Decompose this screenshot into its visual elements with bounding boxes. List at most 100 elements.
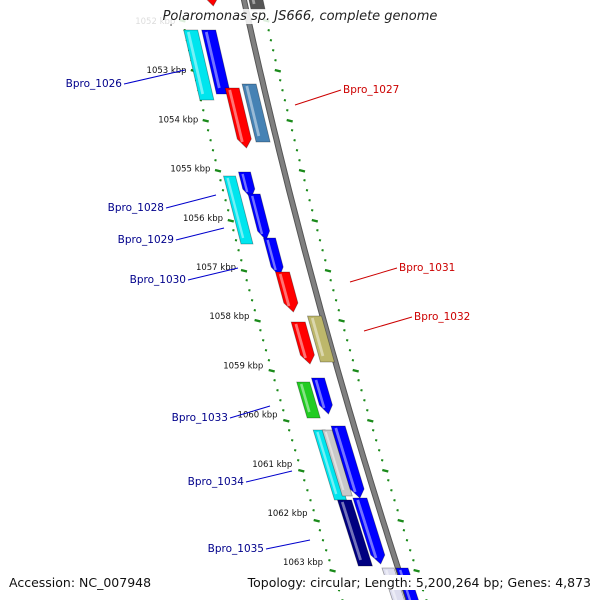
gene-label-bpro-1031[interactable]: Bpro_1031 (399, 262, 455, 274)
inner-ring-tick (240, 268, 248, 273)
outer-ring-tick (293, 139, 296, 142)
outer-ring-tick (298, 168, 306, 173)
gene-label-bpro-1026[interactable]: Bpro_1026 (66, 78, 123, 90)
gene-bpro-1034-grey[interactable] (321, 429, 353, 497)
gene-bpro-1035[interactable] (352, 497, 386, 565)
outer-ring-tick (310, 209, 314, 212)
gene-bpro-1030[interactable] (262, 237, 284, 277)
gene-bpro-1031[interactable] (274, 271, 299, 313)
inner-ring-tick (296, 459, 300, 462)
gene-bpro-1032[interactable] (306, 315, 335, 363)
outer-ring-tick (345, 339, 349, 342)
inner-ring-tick (290, 439, 294, 442)
inner-ring-tick (245, 279, 248, 282)
gene-label-bpro-1033[interactable]: Bpro_1033 (172, 412, 228, 424)
outer-ring-tick (286, 109, 289, 112)
inner-ring-tick (264, 349, 268, 352)
gene-bpro-1034-grey-shine (324, 431, 345, 491)
gene-bpro-1035-navy[interactable] (336, 499, 373, 567)
outer-ring-tick (316, 229, 319, 232)
gene-bpro-1027-red[interactable] (224, 87, 252, 149)
outer-ring-tick (397, 518, 404, 523)
gene-bpro-1033[interactable] (310, 377, 333, 415)
inner-ring-tick (206, 129, 210, 132)
gene-bpro-1033-green[interactable] (296, 381, 321, 419)
gene-label-bpro-1027[interactable]: Bpro_1027 (343, 84, 399, 96)
outer-ring-tick (290, 129, 294, 132)
gene-label-bpro-1029[interactable]: Bpro_1029 (118, 234, 174, 246)
outer-ring-tick (311, 218, 319, 223)
gene-label-bpro-1030[interactable]: Bpro_1030 (130, 274, 186, 286)
gene-label-bpro-1032[interactable]: Bpro_1032 (414, 311, 470, 323)
outer-ring-tick (324, 259, 327, 262)
inner-ring-tick (293, 449, 297, 452)
inner-ring-tick (240, 259, 243, 262)
outer-ring-tick (390, 489, 393, 492)
inner-ring-tick (268, 368, 275, 373)
inner-ring-tick (221, 189, 225, 192)
gene-label-bpro-1034[interactable]: Bpro_1034 (188, 476, 245, 488)
inner-ring-tick (282, 409, 285, 412)
ruler-label: 1059 kbp (223, 361, 263, 371)
gene-bpro-1033-green-shine (299, 383, 311, 413)
inner-ring-tick (267, 359, 271, 362)
ruler-label: 1055 kbp (170, 165, 210, 175)
outer-ring-tick (382, 468, 389, 473)
gene-label-bpro-1035[interactable]: Bpro_1035 (208, 543, 264, 555)
inner-ring-tick (219, 179, 222, 182)
outer-ring-tick (271, 49, 275, 52)
inner-ring-tick (276, 389, 279, 392)
leader-line (265, 539, 311, 550)
gene-bpro-1029[interactable] (247, 193, 271, 241)
gene-bpro-1032-red-shine (294, 323, 307, 359)
inner-ring-tick (321, 539, 325, 542)
outer-ring-tick (421, 589, 425, 592)
gene-label-bpro-1028[interactable]: Bpro_1028 (108, 202, 164, 214)
leader-line (229, 405, 271, 419)
map-title: Polaromonas sp. JS666, complete genome (0, 9, 600, 24)
inner-ring-tick (232, 229, 235, 232)
inner-ring-tick (234, 239, 238, 242)
outer-ring-tick (334, 299, 338, 302)
outer-ring-tick (393, 499, 396, 502)
inner-ring-tick (209, 139, 212, 142)
gene-bpro-1027-red-shine (228, 89, 244, 143)
outer-ring-tick (337, 309, 341, 312)
outer-ring-tick (332, 289, 335, 292)
gene-bpro-1028[interactable] (222, 175, 254, 245)
inner-ring-tick (303, 479, 306, 482)
gene-bpro-1032-shine (310, 317, 325, 357)
gene-bpro-1035-navy-shine (340, 501, 362, 561)
outer-ring-tick (278, 79, 282, 82)
inner-ring-tick (214, 168, 222, 173)
gene-bpro-1027[interactable] (241, 83, 271, 143)
outer-ring-tick (413, 568, 420, 573)
gene-bpro-1034[interactable] (330, 425, 365, 499)
outer-ring-tick (303, 179, 306, 182)
outer-ring-tick (405, 539, 409, 542)
gene-bpro-1032-red[interactable] (290, 321, 315, 365)
inner-ring-tick (318, 529, 322, 532)
gene-bpro-1029a[interactable] (237, 171, 256, 199)
outer-ring-tick (269, 39, 273, 42)
inner-ring-tick (337, 589, 341, 592)
backbone (240, 0, 412, 600)
gene-features (183, 0, 419, 600)
gene-bpro-1028-shine (226, 177, 245, 239)
inner-ring-tick (324, 549, 328, 552)
gene-bpro-1026-cyan[interactable] (183, 29, 215, 101)
outer-ring-tick (305, 189, 309, 192)
ruler-label: 1053 kbp (147, 66, 187, 76)
gene-bpro-1033-shine (314, 379, 326, 409)
partial-gene-top[interactable] (203, 0, 219, 7)
inner-ring-tick (202, 109, 205, 112)
inner-ring-tick (309, 499, 312, 502)
outer-ring-tick (366, 409, 369, 412)
outer-ring-tick (377, 449, 381, 452)
inner-ring-tick (227, 218, 235, 223)
inner-ring-tick (329, 568, 336, 573)
outer-ring-tick (360, 389, 363, 392)
inner-ring-tick (283, 418, 290, 423)
gene-bpro-1029-shine (251, 195, 264, 235)
